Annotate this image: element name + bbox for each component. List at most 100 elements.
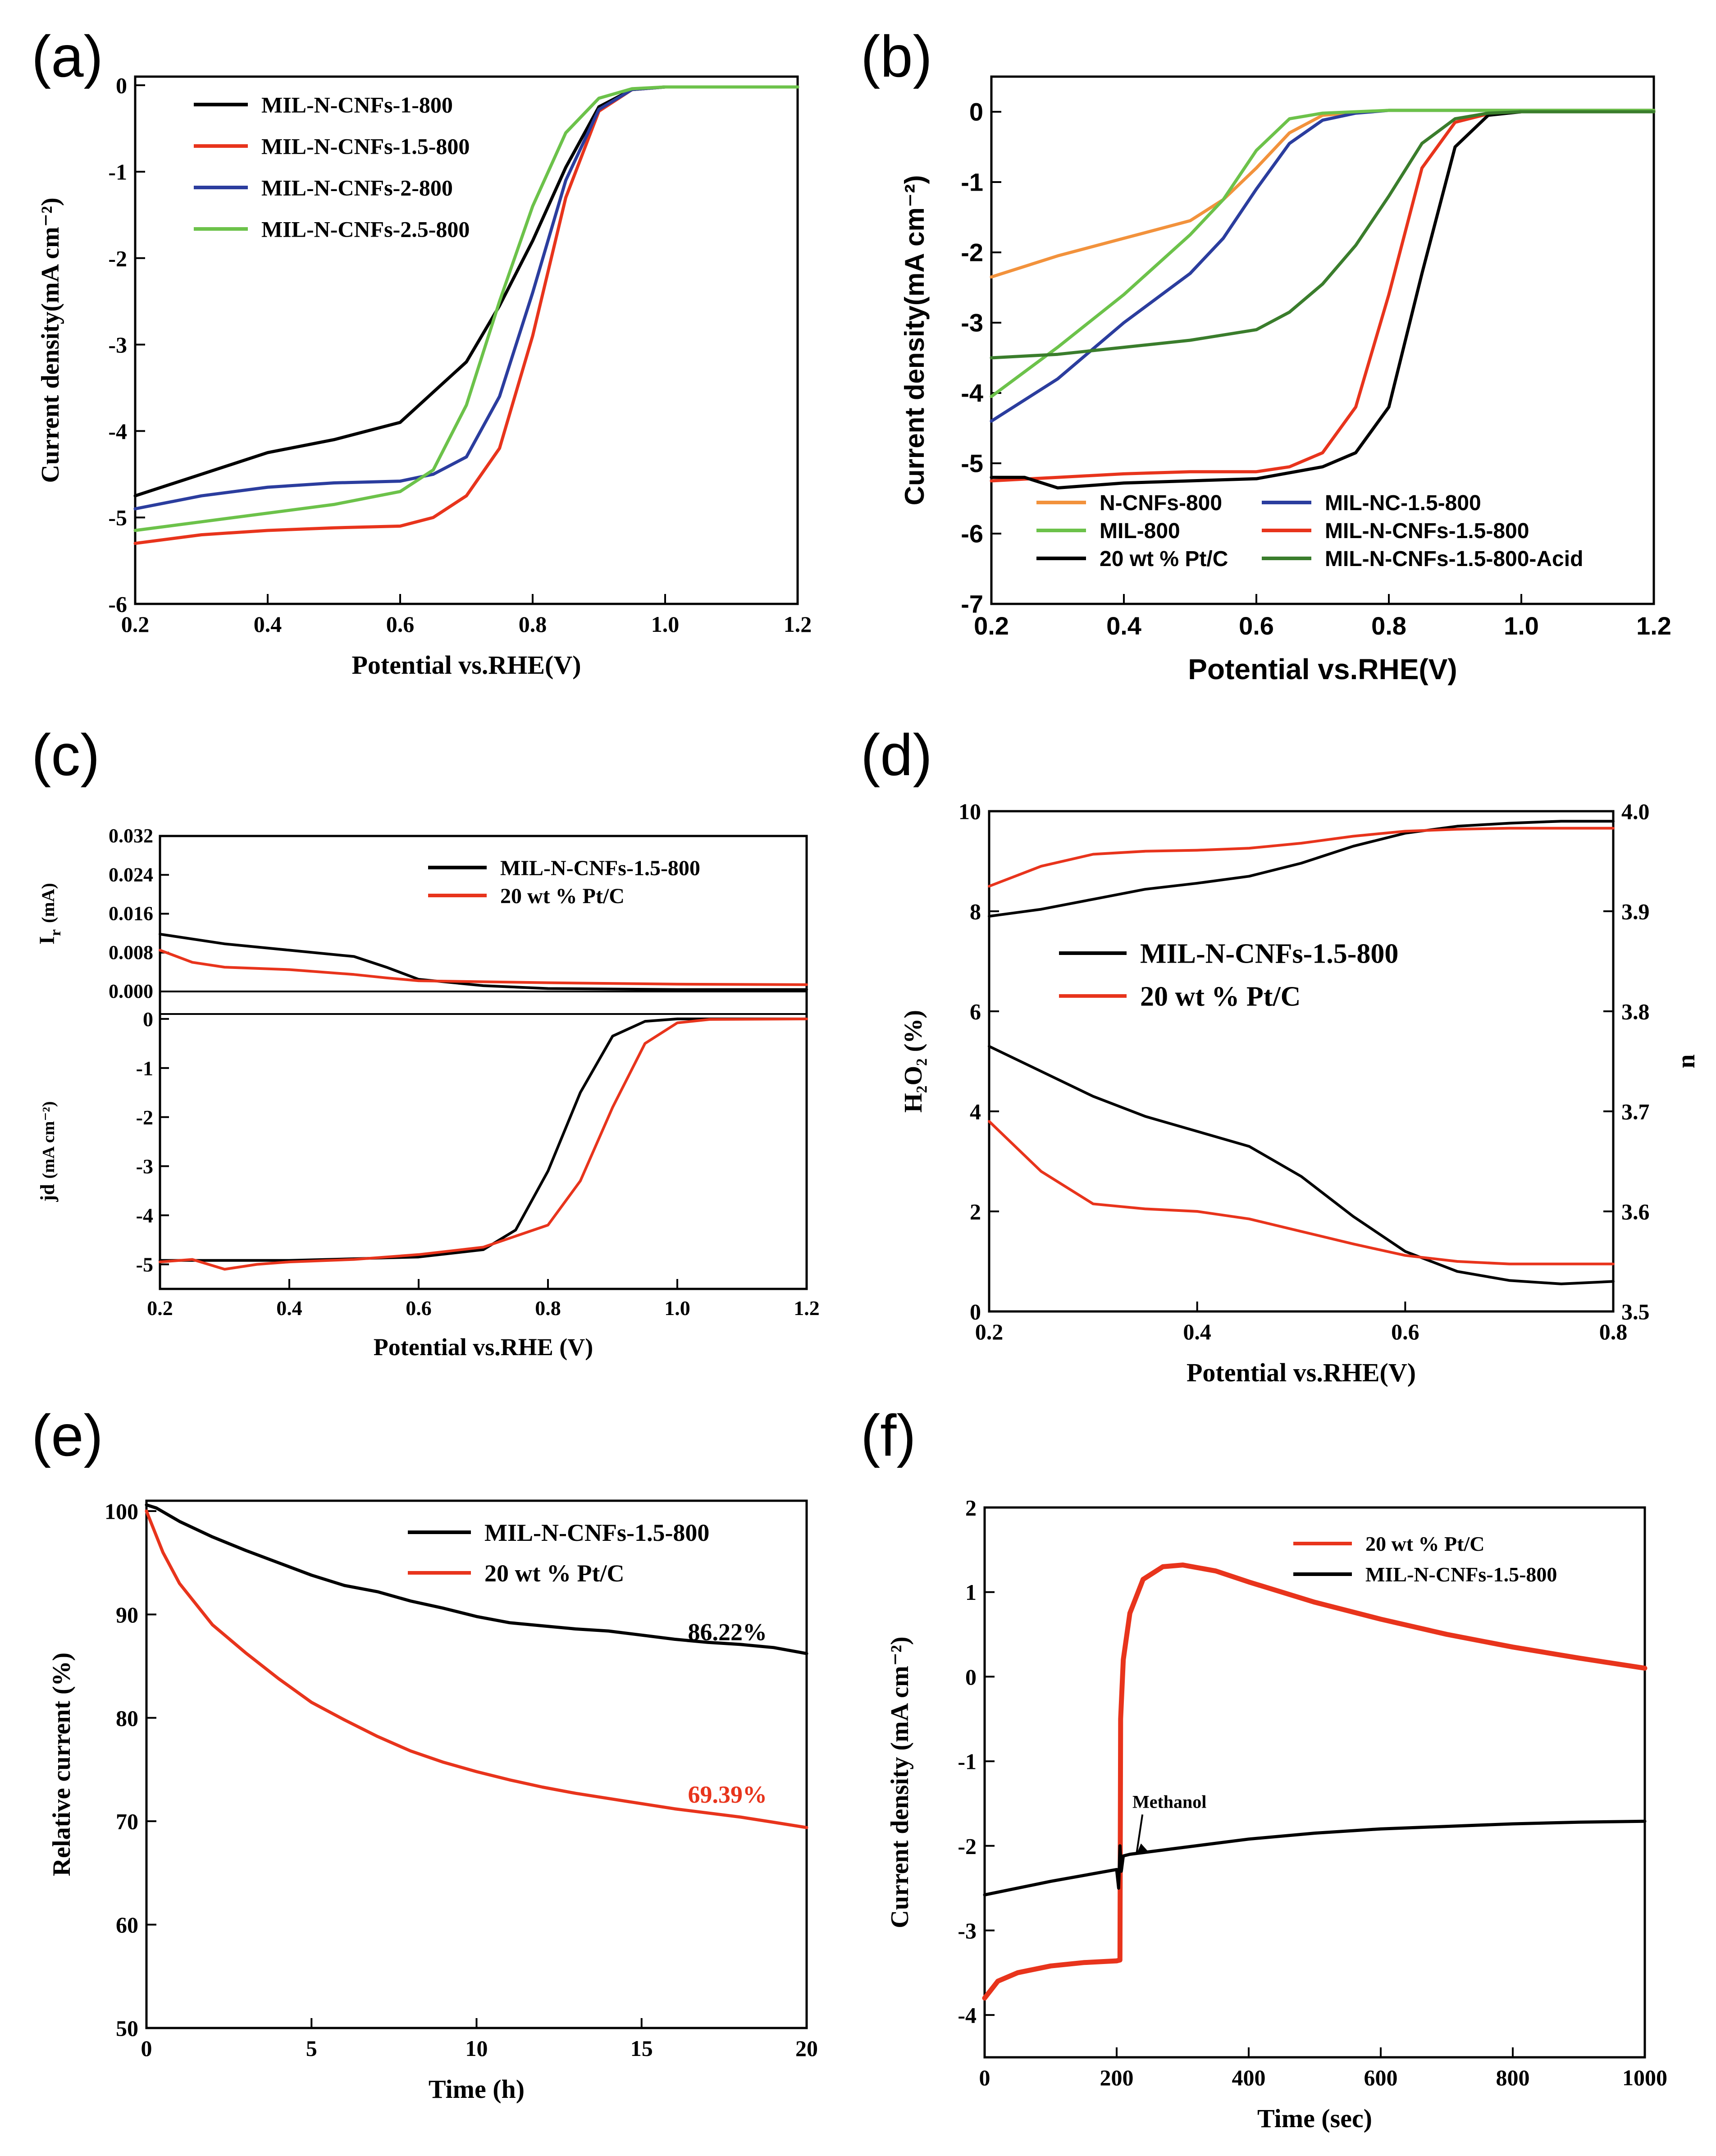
- x-tick-label: 0.2: [121, 612, 150, 637]
- series-line-mil-n-cnfs-2-800: [133, 85, 799, 511]
- y-tick-label: -1: [958, 1749, 977, 1774]
- y-tick-label: -6: [961, 520, 983, 548]
- x-axis-label: Potential vs.RHE (V): [374, 1334, 593, 1361]
- y-tick-label: 6: [970, 999, 981, 1024]
- bottom-y-tick-label: 0: [143, 1008, 153, 1031]
- x-tick-label: 1.0: [1504, 612, 1539, 640]
- chart-panel-f: (f) 0 200 400 600 800 1000 Time (sec) -4 -3 -2 -1 0 1…: [861, 1402, 1667, 2133]
- panel-label: (e): [32, 1402, 103, 1468]
- legend-label: 20 wt % Pt/C: [484, 1560, 624, 1587]
- y-tick-label: -5: [961, 449, 983, 478]
- y-tick-label: -6: [108, 592, 127, 617]
- x-tick-label: 0.6: [406, 1297, 432, 1320]
- chart-panel-a: (a) 0.2 0.4 0.6 0.8 1.0 1.2 Potential vs.RHE(V)…: [32, 23, 812, 680]
- series-line-20-wt-pt-c: [990, 110, 1656, 490]
- x-tick-label: 200: [1100, 2065, 1134, 2090]
- top-y-tick-label: 0.016: [109, 903, 153, 925]
- legend-label: MIL-800: [1100, 519, 1180, 543]
- annotation: 86.22%: [688, 1619, 767, 1646]
- y-axis-label-right: n: [1672, 1054, 1700, 1068]
- y-label-unit: (mA cm⁻²): [39, 1101, 58, 1179]
- x-tick-label: 1.2: [1636, 612, 1671, 640]
- legend-label: N-CNFs-800: [1100, 491, 1222, 515]
- plot-frame: [159, 835, 808, 1290]
- x-axis-label: Time (h): [429, 2074, 525, 2104]
- y-right-tick-label: 3.6: [1621, 1199, 1650, 1224]
- legend-label: MIL-N-CNFs-1.5-800: [1140, 939, 1398, 969]
- bottom-y-tick-label: -1: [136, 1057, 153, 1080]
- y-tick-label: -2: [961, 238, 983, 267]
- x-tick-label: 0.8: [1371, 612, 1406, 640]
- y-axis-label: Current density(mA cm⁻²): [37, 197, 64, 483]
- bottom-y-tick-label: -2: [136, 1106, 153, 1129]
- legend-label: MIL-NC-1.5-800: [1325, 491, 1481, 515]
- x-tick-label: 5: [306, 2036, 317, 2061]
- y-axis-label: H₂O₂ (%): [899, 1010, 927, 1113]
- series-line-mil-n-cnfs-1-5-800: [988, 1045, 1615, 1285]
- legend-label: MIL-N-CNFs-1-800: [261, 92, 453, 118]
- y-right-tick-label: 3.5: [1621, 1299, 1650, 1325]
- series-line-20-wt-pt-c: [982, 1562, 1648, 2001]
- y-tick-label: -4: [961, 379, 983, 407]
- panel-label: (a): [32, 23, 103, 89]
- x-axis-label: Potential vs.RHE(V): [1187, 1358, 1416, 1387]
- series-line-mil-nc-1-5-800: [990, 109, 1656, 423]
- panel-label: (c): [32, 722, 100, 788]
- legend-label: MIL-N-CNFs-2-800: [261, 175, 453, 201]
- y-label-main: jd: [37, 1184, 59, 1202]
- y-axis-label: Current density(mA cm⁻²): [899, 175, 930, 506]
- x-tick-label: 0: [979, 2065, 990, 2090]
- x-tick-label: 800: [1496, 2065, 1530, 2090]
- x-tick-label: 20: [795, 2036, 818, 2061]
- top-y-tick-label: 0.024: [109, 863, 153, 886]
- y-axis-label: Relative current (%): [48, 1653, 76, 1877]
- x-tick-label: 0.6: [386, 612, 415, 637]
- legend-label: MIL-N-CNFs-1.5-800: [1325, 519, 1529, 543]
- x-axis-label: Potential vs.RHE(V): [351, 650, 581, 680]
- y-tick-label: 50: [116, 2016, 138, 2041]
- annotation-arrowhead: [1136, 1843, 1149, 1855]
- y-tick-label: 0: [970, 1299, 981, 1325]
- series-line-20-wt-pt-c: [159, 949, 808, 986]
- plot-frame: [988, 810, 1615, 1313]
- y-tick-label: 80: [116, 1705, 138, 1731]
- plot-frame: [145, 1499, 808, 2029]
- annotation: Methanol: [1132, 1791, 1206, 1812]
- x-tick-label: 0.4: [276, 1297, 302, 1320]
- y-label-sub: r: [47, 929, 64, 936]
- x-tick-label: 0.4: [254, 612, 282, 637]
- series-line-20-wt-pt-c: [159, 1017, 808, 1271]
- series-line-mil-n-cnfs-1-5-800-acid: [990, 110, 1656, 360]
- x-tick-label: 1.2: [794, 1297, 820, 1320]
- y-tick-label: 4: [970, 1099, 981, 1124]
- y-tick-label: -3: [958, 1918, 977, 1943]
- chart-panel-c: (c) 0.000 0.008 0.016 0.024 0.032 -5 -4 -3 -2 -1 0 0…: [32, 722, 820, 1361]
- y-tick-label: 8: [970, 899, 981, 924]
- x-tick-label: 10: [466, 2036, 488, 2061]
- series-line-mil-n-cnfs-1-5-800: [159, 932, 808, 991]
- legend-label: MIL-N-CNFs-1.5-800: [1365, 1563, 1557, 1586]
- y-right-tick-label: 4.0: [1621, 799, 1650, 824]
- y-tick-label: -4: [958, 2003, 977, 2028]
- series-line-n-cnfs-800: [990, 109, 1656, 279]
- top-y-tick-label: 0.032: [109, 825, 153, 847]
- y-tick-label: -3: [108, 332, 127, 357]
- legend-label: MIL-N-CNFs-1.5-800-Acid: [1325, 547, 1583, 571]
- y-right-tick-label: 3.7: [1621, 1099, 1650, 1124]
- y-tick-label: -5: [108, 505, 127, 530]
- y-tick-label: -2: [108, 246, 127, 271]
- legend-label: MIL-N-CNFs-1.5-800: [500, 856, 700, 880]
- bottom-y-tick-label: -3: [136, 1155, 153, 1178]
- annotation: 69.39%: [688, 1781, 767, 1808]
- x-tick-label: 0: [141, 2036, 152, 2061]
- y-tick-label: 0: [965, 1664, 977, 1690]
- y-tick-label: 2: [965, 1495, 977, 1521]
- y-tick-label: -4: [108, 419, 127, 444]
- y-label-main: I: [35, 936, 59, 945]
- y-tick-label: -1: [961, 168, 983, 196]
- chart-panel-e: (e) 0 5 10 15 20 Time (h) 50 60 70 80 90 100 Relative…: [32, 1402, 818, 2104]
- x-tick-label: 0.4: [1106, 612, 1141, 640]
- series-line-mil-n-cnfs-1-5-800: [983, 1819, 1647, 1897]
- x-tick-label: 0.8: [535, 1297, 561, 1320]
